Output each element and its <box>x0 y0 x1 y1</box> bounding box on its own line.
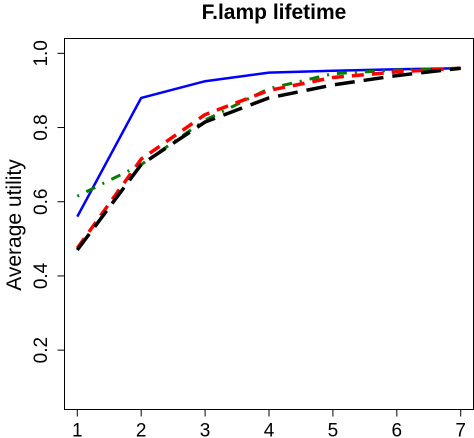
chart-title: F.lamp lifetime <box>202 1 347 24</box>
x-tick-label: 4 <box>264 421 275 438</box>
y-axis-label: Average utility <box>3 159 26 291</box>
y-tick-label: 0.6 <box>31 189 52 215</box>
x-tick-label: 7 <box>455 421 466 438</box>
x-tick-label: 2 <box>136 421 147 438</box>
plot-area <box>64 38 474 410</box>
series-line-4 <box>75 66 461 252</box>
x-tick-label: 5 <box>328 421 339 438</box>
x-tick-label: 1 <box>72 421 83 438</box>
x-axis: 1 2 3 4 5 6 7 <box>72 409 466 438</box>
series-line-1 <box>76 66 461 218</box>
series-layer <box>75 66 461 252</box>
y-tick-label: 0.4 <box>31 262 52 289</box>
y-tick-label: 0.8 <box>31 114 52 140</box>
series-line-2 <box>76 66 461 198</box>
series-line-3 <box>75 66 461 250</box>
y-tick-label: 0.2 <box>31 337 52 363</box>
y-axis: 0.2 0.4 0.6 0.8 1.0 <box>31 40 65 363</box>
x-tick-label: 6 <box>392 421 403 438</box>
x-tick-label: 3 <box>200 421 211 438</box>
y-tick-label: 1.0 <box>31 40 52 66</box>
